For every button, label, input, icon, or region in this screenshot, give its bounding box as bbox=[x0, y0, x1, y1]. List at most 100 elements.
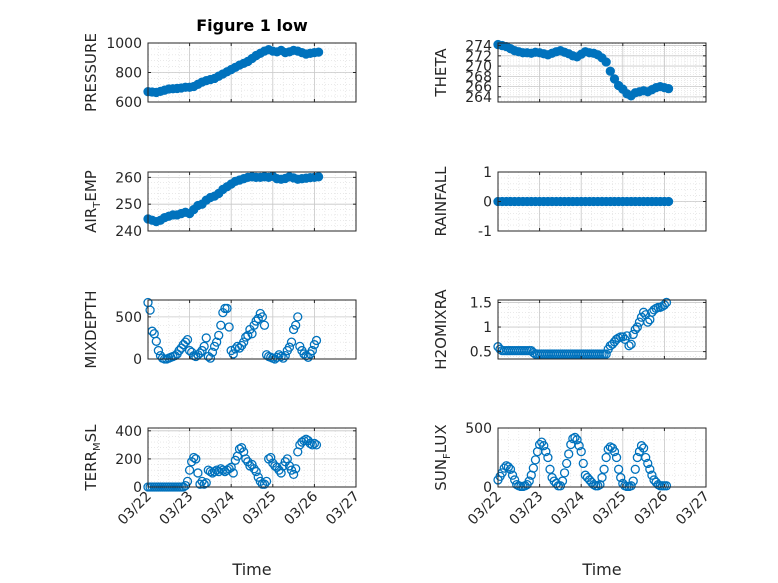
data-point bbox=[630, 464, 640, 474]
data-point bbox=[601, 452, 611, 463]
ticks bbox=[497, 427, 707, 488]
data-point bbox=[641, 452, 651, 463]
data-point bbox=[603, 444, 613, 454]
data-point bbox=[307, 440, 317, 450]
data-point bbox=[291, 320, 301, 330]
data-point bbox=[153, 345, 164, 356]
y-axis-label: TERRMSL bbox=[82, 424, 103, 492]
data-point bbox=[276, 351, 286, 362]
data-point bbox=[663, 196, 674, 207]
data-point bbox=[222, 303, 232, 314]
y-tick-label: 1.5 bbox=[470, 295, 492, 311]
y-axis-label-part: RAINFALL bbox=[432, 166, 450, 237]
x-tick-label: 03/23 bbox=[507, 489, 547, 529]
data-point bbox=[218, 465, 228, 475]
data-point bbox=[534, 439, 545, 450]
y-tick-label: -1 bbox=[478, 224, 492, 240]
data-point bbox=[572, 435, 582, 445]
data-point bbox=[313, 172, 324, 182]
data-point bbox=[145, 305, 155, 315]
data-point bbox=[626, 339, 636, 349]
data-point bbox=[524, 476, 534, 486]
y-axis-label-part: H2OMIXRA bbox=[432, 289, 450, 370]
data-point bbox=[541, 446, 551, 457]
y-axis-label: H2OMIXRA bbox=[432, 289, 450, 370]
data-point bbox=[257, 312, 268, 322]
data-point bbox=[232, 341, 243, 352]
chart-title: Figure 1 low bbox=[196, 16, 308, 35]
data-point bbox=[507, 470, 518, 480]
data-point bbox=[284, 342, 295, 352]
y-axis-label-part: LUX bbox=[432, 424, 450, 453]
ticks bbox=[497, 171, 707, 232]
data-point bbox=[293, 312, 303, 322]
data-point bbox=[239, 337, 249, 347]
y-tick-label: 600 bbox=[115, 95, 142, 111]
y-axis-label-part: M bbox=[92, 442, 103, 451]
data-point bbox=[305, 438, 315, 449]
x-tick-label: 03/24 bbox=[198, 488, 238, 528]
data-point bbox=[261, 476, 272, 487]
y-axis-label-part: T bbox=[92, 201, 103, 209]
data-point bbox=[564, 449, 574, 459]
x-axis-label: Time bbox=[581, 560, 621, 579]
y-axis-label: SUNFLUX bbox=[432, 424, 453, 490]
axes-box bbox=[497, 427, 707, 488]
data-point bbox=[609, 74, 620, 84]
series-markers bbox=[493, 196, 674, 207]
data-point bbox=[251, 466, 261, 477]
axes-box bbox=[147, 427, 357, 488]
y-axis-label-part: TERR bbox=[82, 451, 100, 492]
data-point bbox=[624, 341, 634, 351]
y-tick-label: 1000 bbox=[106, 36, 142, 52]
data-point bbox=[578, 458, 588, 469]
y-axis-label-part: SL bbox=[82, 424, 100, 443]
ticks bbox=[147, 172, 357, 232]
data-point bbox=[499, 463, 509, 473]
data-point bbox=[266, 452, 276, 463]
data-point bbox=[618, 332, 628, 342]
data-point bbox=[247, 329, 257, 339]
series-markers bbox=[143, 171, 324, 227]
y-tick-label: 266 bbox=[465, 80, 492, 96]
data-point bbox=[663, 84, 674, 94]
data-point bbox=[528, 463, 539, 473]
series-markers bbox=[493, 432, 672, 492]
y-tick-label: 1 bbox=[483, 320, 492, 336]
data-point bbox=[605, 66, 615, 76]
y-axis-label-part: PRESSURE bbox=[82, 33, 100, 112]
panel-air_temp: 240 250 260 AIRTEMP bbox=[82, 170, 357, 240]
data-point bbox=[151, 336, 161, 346]
data-point bbox=[609, 446, 620, 457]
ticks bbox=[497, 300, 707, 359]
y-tick-label: 0 bbox=[483, 195, 492, 211]
series-markers bbox=[143, 44, 324, 98]
x-tick-label: 03/26 bbox=[631, 488, 671, 528]
ticks bbox=[497, 43, 707, 102]
data-point bbox=[593, 481, 603, 491]
data-point bbox=[307, 345, 317, 356]
data-point bbox=[259, 320, 270, 330]
y-axis-label-part: THETA bbox=[432, 48, 450, 98]
data-point bbox=[197, 476, 207, 487]
data-point bbox=[599, 464, 609, 474]
data-point bbox=[643, 317, 653, 327]
data-point bbox=[503, 462, 514, 472]
y-tick-label: 0 bbox=[133, 480, 142, 496]
data-point bbox=[211, 337, 222, 347]
axes-box bbox=[147, 171, 357, 232]
data-point bbox=[191, 454, 201, 464]
y-tick-label: 274 bbox=[465, 39, 492, 55]
data-point bbox=[616, 472, 626, 483]
data-point bbox=[207, 347, 218, 357]
data-point bbox=[643, 458, 653, 469]
panel-mixdepth: 0 500 MIXDEPTH bbox=[82, 290, 357, 369]
axes-box bbox=[147, 299, 357, 360]
data-point bbox=[543, 452, 553, 463]
data-point bbox=[199, 341, 209, 352]
y-tick-label: 272 bbox=[465, 49, 492, 65]
data-point bbox=[195, 479, 205, 489]
data-point bbox=[555, 481, 566, 491]
